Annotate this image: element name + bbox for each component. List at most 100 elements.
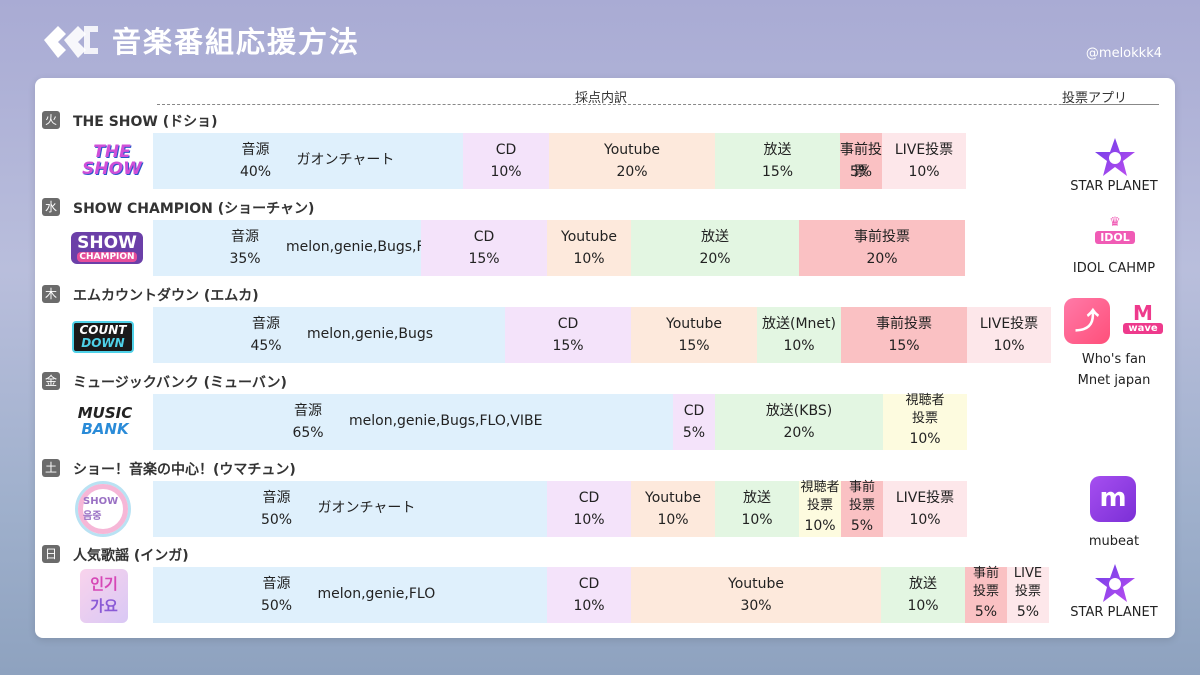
score-segment: CD 15%	[421, 220, 547, 276]
segment-label-line1: 視聴者	[800, 480, 840, 495]
score-segment: Youtube 30%	[631, 567, 881, 623]
day-badge: 水	[42, 198, 60, 216]
segment-percent: 10%	[908, 164, 940, 180]
vote-app-divider	[1062, 104, 1159, 105]
segment-percent: 5%	[682, 425, 706, 441]
segment-label: CD	[578, 490, 600, 506]
day-badge: 土	[42, 459, 60, 477]
segment-label-line2: 投票	[1014, 584, 1041, 599]
segment-percent: 5%	[849, 164, 873, 180]
segment-percent: 5%	[1016, 604, 1040, 620]
app-mnet-japan-label: Mnet japan	[1077, 373, 1151, 388]
segment-percent: 10%	[993, 338, 1025, 354]
segment-label: CD	[473, 229, 495, 245]
show-name: エムカウントダウン (エムカ)	[73, 288, 259, 304]
segment-label: Youtube	[666, 316, 722, 332]
source-chart-names: melon,genie,Bugs,FLO,VIBE	[349, 413, 543, 429]
score-segment: Youtube 10%	[547, 220, 631, 276]
show-name: SHOW CHAMPION (ショーチャン)	[73, 201, 315, 217]
day-badge: 火	[42, 111, 60, 129]
segment-label: LIVE投票	[894, 142, 954, 158]
score-segment: 音源 65% melon,genie,Bugs,FLO,VIBE	[153, 394, 673, 450]
segment-label: 放送	[701, 229, 729, 245]
star-planet-icon[interactable]	[1093, 562, 1137, 606]
brand-logo-icon	[44, 26, 98, 58]
segment-label: Youtube	[604, 142, 660, 158]
segment-percent: 30%	[740, 598, 772, 614]
show-name: 人気歌謡 (インガ)	[73, 548, 189, 564]
score-segment: Youtube 20%	[549, 133, 715, 189]
day-badge: 金	[42, 372, 60, 390]
source-chart-names: ガオンチャート	[317, 500, 416, 516]
app-idol-champ-label: IDOL CAHMP	[1072, 261, 1156, 276]
segment-percent: 15%	[468, 251, 500, 267]
show-champion-logo: SHOW CHAMPION	[65, 226, 149, 270]
segment-percent: 10%	[573, 512, 605, 528]
score-segment: CD 15%	[505, 307, 631, 363]
score-segment: LIVE 投票 5%	[1007, 566, 1049, 623]
segment-label: CD	[495, 142, 517, 158]
show-name: THE SHOW (ドショ)	[73, 114, 218, 130]
segment-label: 音源	[252, 316, 280, 332]
the-show-logo: THE SHOW	[82, 142, 142, 179]
credit-handle: @melokkk4	[1085, 46, 1162, 61]
segment-percent: 5%	[974, 604, 998, 620]
app-whos-fan-label: Who's fan	[1081, 352, 1147, 367]
segment-percent: 10%	[741, 512, 773, 528]
segment-label: 事前投票	[876, 316, 932, 332]
day-badge: 日	[42, 545, 60, 563]
score-segment: 音源 35% melon,genie,Bugs,FLO	[153, 220, 443, 276]
score-segment: CD 5%	[673, 394, 715, 450]
source-chart-names: melon,genie,Bugs	[307, 326, 434, 342]
segment-label-line1: 視聴者	[905, 393, 945, 408]
segment-label: Youtube	[645, 490, 701, 506]
segment-label-line2: 投票	[848, 498, 875, 513]
segment-label-line2: 投票	[972, 584, 999, 599]
segment-percent: 10%	[573, 598, 605, 614]
segment-percent: 20%	[699, 251, 731, 267]
mcountdown-logo: COUNT DOWN	[63, 315, 143, 359]
segment-percent: 15%	[888, 338, 920, 354]
score-segment: CD 10%	[463, 133, 549, 189]
score-segment: 事前投票 20%	[799, 220, 965, 276]
segment-percent: 20%	[866, 251, 898, 267]
segment-label: 音源	[241, 142, 270, 158]
music-bank-logo: MUSIC BANK	[77, 404, 133, 438]
segment-percent: 10%	[783, 338, 815, 354]
segment-percent: 50%	[260, 598, 293, 614]
whos-fan-icon[interactable]: ⤴	[1064, 298, 1110, 344]
mnet-mwave-icon[interactable]: M wave	[1123, 303, 1163, 343]
mubeat-icon[interactable]: m	[1090, 476, 1136, 522]
segment-percent: 15%	[678, 338, 710, 354]
segment-percent: 50%	[260, 512, 293, 528]
chart-card: 採点内訳 投票アプリ 火 THE SHOW (ドショ) 音源 40% ガオンチャート CD…	[35, 78, 1175, 638]
score-segment: 音源 50% melon,genie,FLO	[153, 567, 547, 623]
segment-percent: 10%	[804, 518, 836, 534]
score-segment: CD 10%	[547, 481, 631, 537]
idol-champ-icon[interactable]: ♛ IDOL	[1095, 216, 1135, 258]
segment-label: 音源	[262, 490, 291, 506]
segment-label: 音源	[262, 576, 291, 592]
segment-label: Youtube	[728, 576, 784, 592]
segment-percent: 10%	[573, 251, 605, 267]
segment-label: CD	[683, 403, 705, 419]
score-segment: 放送 20%	[631, 220, 799, 276]
star-planet-icon[interactable]	[1093, 136, 1137, 180]
day-badge: 木	[42, 285, 60, 303]
score-segment: 事前投票 5%	[841, 480, 883, 537]
segment-label-line2: 投票	[806, 498, 833, 513]
segment-label: LIVE投票	[895, 490, 955, 506]
segment-label: 音源	[231, 229, 259, 245]
segment-label-line1: 事前	[848, 480, 875, 495]
segment-percent: 15%	[761, 164, 794, 180]
score-segment: 放送(KBS) 20%	[715, 394, 883, 450]
score-segment: 放送(Mnet) 10%	[757, 307, 841, 363]
segment-percent: 35%	[229, 251, 261, 267]
breakdown-header: 採点内訳	[575, 91, 628, 106]
segment-percent: 10%	[909, 512, 941, 528]
segment-percent: 20%	[616, 164, 648, 180]
inkigayo-logo: 인기 가요	[79, 568, 129, 624]
breakdown-divider	[157, 104, 1157, 105]
segment-percent: 5%	[850, 518, 874, 534]
